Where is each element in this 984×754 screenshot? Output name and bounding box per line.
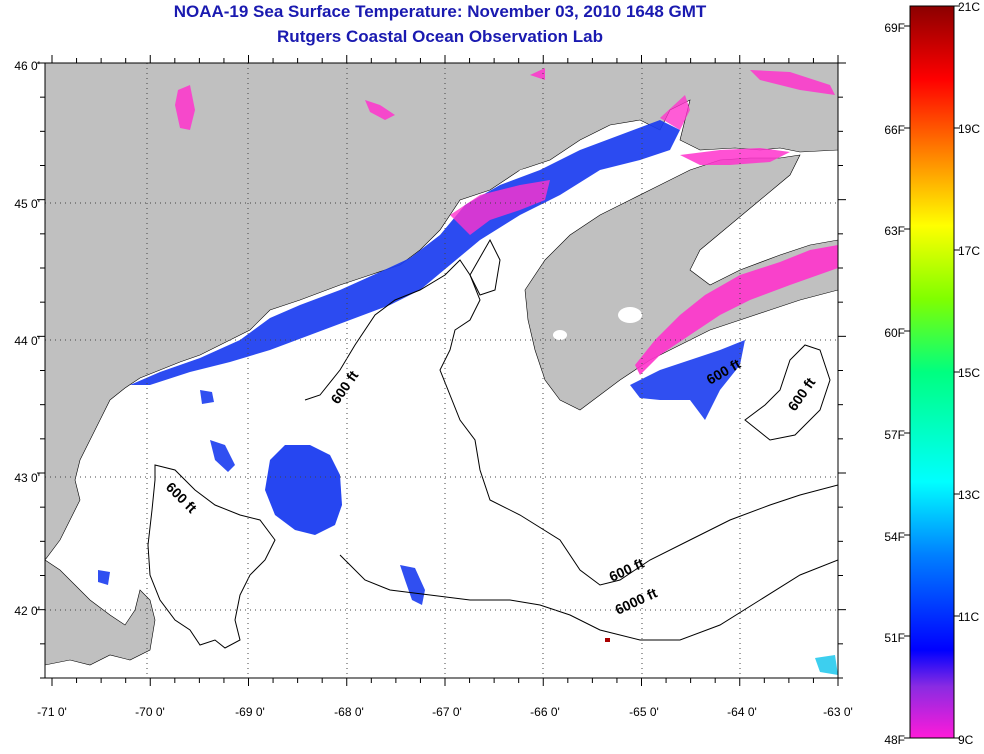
sst-patch-blue bbox=[210, 440, 235, 472]
longitude-label: -64 0' bbox=[727, 705, 757, 719]
sst-patch-magenta bbox=[450, 180, 550, 235]
sst-patch-blue bbox=[630, 340, 745, 420]
colorbar-celsius-label: 15C bbox=[958, 366, 980, 380]
sst-patch-magenta bbox=[530, 68, 545, 80]
longitude-label: -63 0' bbox=[823, 705, 853, 719]
colorbar-celsius-label: 11C bbox=[958, 610, 979, 624]
colorbar-celsius-label: 13C bbox=[958, 488, 980, 502]
sst-patch-cyan bbox=[815, 655, 838, 675]
colorbar-fahrenheit-label: 69F bbox=[884, 21, 905, 35]
colorbar-celsius-label: 9C bbox=[958, 733, 974, 747]
lake bbox=[618, 307, 642, 323]
colorbar-fahrenheit-label: 60F bbox=[884, 326, 905, 340]
sst-patch-magenta bbox=[750, 70, 835, 95]
sst-patch-magenta bbox=[635, 245, 838, 375]
sst-patch-magenta bbox=[175, 85, 195, 130]
sst-patch-red bbox=[605, 638, 610, 642]
colorbar-celsius-label: 17C bbox=[958, 244, 980, 258]
longitude-label: -66 0' bbox=[530, 705, 560, 719]
landmass-nova-scotia bbox=[524, 154, 838, 411]
sst-patch-blue bbox=[265, 445, 342, 535]
colorbar-celsius-label: 21C bbox=[958, 0, 980, 14]
sst-patch-magenta bbox=[660, 95, 690, 130]
sst-patch-blue bbox=[98, 570, 110, 585]
colorbar-fahrenheit-label: 51F bbox=[884, 631, 905, 645]
sst-patch-magenta bbox=[680, 148, 790, 165]
colorbar-fahrenheit-label: 63F bbox=[884, 224, 905, 238]
latitude-label: 42 0' bbox=[14, 604, 40, 618]
colorbar-fahrenheit-label: 48F bbox=[884, 733, 905, 747]
latitude-label: 43 0' bbox=[14, 471, 40, 485]
lat-lon-grid bbox=[45, 63, 838, 678]
colorbar-fahrenheit-label: 57F bbox=[884, 428, 905, 442]
latitude-label: 45 0' bbox=[14, 197, 40, 211]
map-subtitle: Rutgers Coastal Ocean Observation Lab bbox=[277, 27, 603, 46]
longitude-label: -67 0' bbox=[432, 705, 462, 719]
sst-patch-magenta bbox=[365, 100, 395, 120]
sst-patch-blue bbox=[200, 390, 214, 404]
longitude-label: -69 0' bbox=[235, 705, 265, 719]
longitude-label: -65 0' bbox=[629, 705, 659, 719]
latitude-label: 44 0' bbox=[14, 334, 40, 348]
longitude-label: -71 0' bbox=[37, 705, 67, 719]
longitude-label: -68 0' bbox=[334, 705, 364, 719]
colorbar-fahrenheit-label: 54F bbox=[884, 530, 905, 544]
colorbar-fahrenheit-label: 66F bbox=[884, 123, 905, 137]
sst-patch-blue bbox=[400, 565, 425, 605]
latitude-label: 46 0' bbox=[14, 59, 40, 73]
tick-marks bbox=[37, 55, 846, 686]
colorbar-celsius-label: 19C bbox=[958, 122, 980, 136]
bathymetry-contours bbox=[147, 238, 838, 649]
map-title: NOAA-19 Sea Surface Temperature: Novembe… bbox=[173, 2, 707, 21]
colorbar: 69F 66F 63F 60F 57F 54F 51F 48F 21C 19C … bbox=[884, 0, 980, 747]
lake bbox=[553, 330, 567, 340]
landmass-cape-cod bbox=[45, 559, 156, 666]
colorbar-gradient bbox=[909, 5, 955, 739]
longitude-label: -70 0' bbox=[135, 705, 165, 719]
